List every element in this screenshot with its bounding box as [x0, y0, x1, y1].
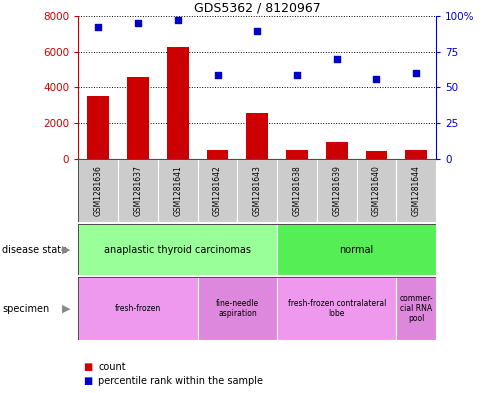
Text: fresh-frozen: fresh-frozen: [115, 304, 161, 313]
Bar: [405, 150, 427, 159]
Text: GSM1281641: GSM1281641: [173, 165, 182, 216]
Bar: [326, 142, 348, 159]
Bar: [246, 112, 268, 159]
Text: ▶: ▶: [62, 244, 71, 255]
Bar: [78, 224, 277, 275]
Text: specimen: specimen: [2, 303, 49, 314]
Point: [134, 20, 142, 26]
Text: GSM1281642: GSM1281642: [213, 165, 222, 216]
Point: [293, 72, 301, 78]
Text: GSM1281638: GSM1281638: [293, 165, 301, 216]
Bar: [366, 151, 388, 159]
Bar: [396, 277, 436, 340]
Text: GSM1281640: GSM1281640: [372, 165, 381, 216]
Bar: [167, 47, 189, 159]
Bar: [277, 224, 436, 275]
Bar: [286, 150, 308, 159]
Bar: [277, 277, 396, 340]
Bar: [127, 77, 149, 159]
Text: commer-
cial RNA
pool: commer- cial RNA pool: [399, 294, 433, 323]
Bar: [357, 159, 396, 222]
Bar: [396, 159, 436, 222]
Text: ■: ■: [83, 362, 93, 373]
Point: [174, 17, 182, 23]
Point: [333, 55, 341, 62]
Bar: [87, 96, 109, 159]
Text: GSM1281637: GSM1281637: [133, 165, 143, 216]
Bar: [317, 159, 357, 222]
Point: [95, 24, 102, 30]
Text: ▶: ▶: [62, 303, 71, 314]
Text: count: count: [98, 362, 125, 373]
Bar: [237, 159, 277, 222]
Text: ■: ■: [83, 376, 93, 386]
Point: [372, 76, 380, 82]
Point: [412, 70, 420, 76]
Point: [214, 72, 221, 78]
Text: percentile rank within the sample: percentile rank within the sample: [98, 376, 263, 386]
Text: anaplastic thyroid carcinomas: anaplastic thyroid carcinomas: [104, 244, 251, 255]
Bar: [277, 159, 317, 222]
Text: normal: normal: [340, 244, 374, 255]
Text: disease state: disease state: [2, 244, 68, 255]
Bar: [158, 159, 197, 222]
Bar: [118, 159, 158, 222]
Text: GSM1281643: GSM1281643: [253, 165, 262, 216]
Bar: [207, 150, 228, 159]
Bar: [197, 159, 237, 222]
Bar: [78, 159, 118, 222]
Bar: [78, 277, 197, 340]
Point: [253, 28, 261, 35]
Text: fine-needle
aspiration: fine-needle aspiration: [216, 299, 259, 318]
Text: GSM1281644: GSM1281644: [412, 165, 421, 216]
Text: GSM1281636: GSM1281636: [94, 165, 103, 216]
Text: fresh-frozen contralateral
lobe: fresh-frozen contralateral lobe: [288, 299, 386, 318]
Bar: [197, 277, 277, 340]
Text: GSM1281639: GSM1281639: [332, 165, 341, 216]
Title: GDS5362 / 8120967: GDS5362 / 8120967: [194, 2, 320, 15]
